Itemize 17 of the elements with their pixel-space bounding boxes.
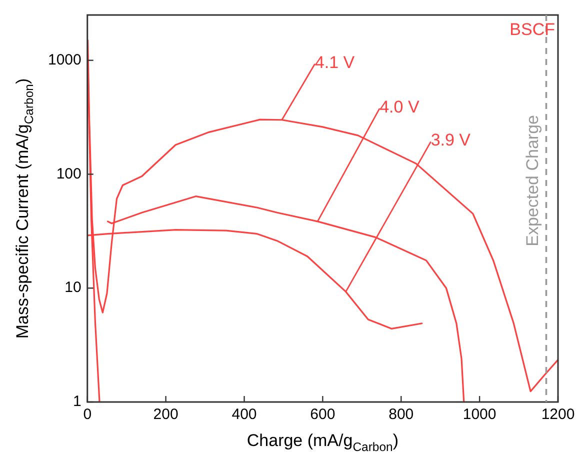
x-tick-label: 400 <box>232 406 257 424</box>
annotation: 4.0 V <box>380 97 420 116</box>
annotation: 4.1 V <box>314 52 356 72</box>
x-tick-label: 800 <box>388 406 414 424</box>
annotation: BSCF <box>510 20 555 39</box>
y-tick-label: 1 <box>73 393 82 410</box>
y-tick-label: 100 <box>56 165 82 182</box>
x-tick-label: 200 <box>153 406 178 424</box>
y-axis-title: Mass-specific Current (mA/gCarbon) <box>13 78 36 339</box>
x-tick-label: 0 <box>83 406 92 424</box>
x-tick-label: 600 <box>310 406 336 424</box>
ref-line-label: Expected Charge <box>523 115 542 246</box>
annotation: 3.9 V <box>430 130 472 150</box>
x-tick-label: 1000 <box>462 406 496 424</box>
y-tick-label: 10 <box>64 279 82 296</box>
x-tick-label: 1200 <box>541 406 575 424</box>
y-tick-label: 1000 <box>48 51 82 68</box>
